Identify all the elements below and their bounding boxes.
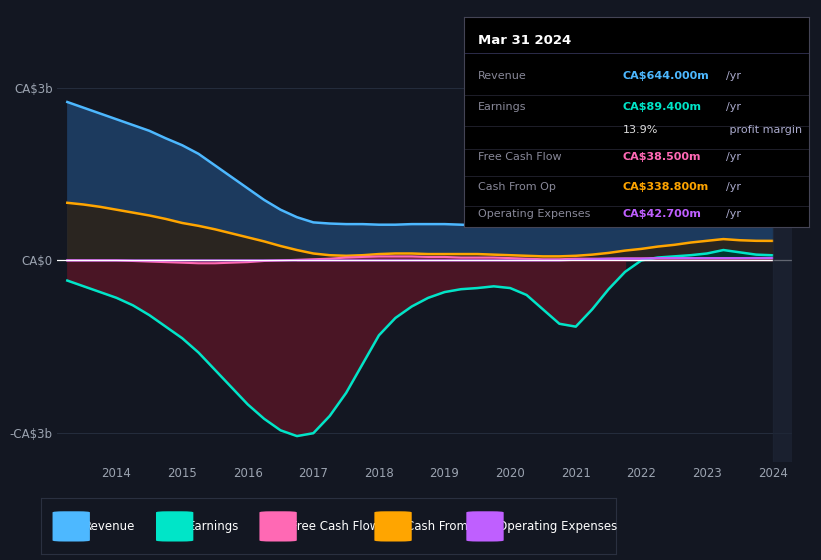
Text: /yr: /yr — [726, 71, 741, 81]
Text: Operating Expenses: Operating Expenses — [498, 520, 617, 533]
Text: /yr: /yr — [726, 182, 741, 192]
Text: Free Cash Flow: Free Cash Flow — [291, 520, 379, 533]
Text: CA$42.700m: CA$42.700m — [622, 209, 701, 219]
Text: Free Cash Flow: Free Cash Flow — [478, 152, 562, 162]
Text: Earnings: Earnings — [188, 520, 239, 533]
Text: /yr: /yr — [726, 152, 741, 162]
Text: profit margin: profit margin — [726, 125, 802, 135]
Text: CA$89.400m: CA$89.400m — [622, 102, 701, 112]
Text: CA$644.000m: CA$644.000m — [622, 71, 709, 81]
Text: Cash From Op: Cash From Op — [478, 182, 556, 192]
FancyBboxPatch shape — [53, 511, 90, 542]
Text: CA$338.800m: CA$338.800m — [622, 182, 709, 192]
Text: Cash From Op: Cash From Op — [406, 520, 488, 533]
FancyBboxPatch shape — [466, 511, 504, 542]
FancyBboxPatch shape — [156, 511, 194, 542]
Text: Operating Expenses: Operating Expenses — [478, 209, 590, 219]
Bar — [773, 59, 792, 462]
Text: Revenue: Revenue — [85, 520, 135, 533]
FancyBboxPatch shape — [259, 511, 297, 542]
FancyBboxPatch shape — [374, 511, 412, 542]
Text: Earnings: Earnings — [478, 102, 526, 112]
Text: Mar 31 2024: Mar 31 2024 — [478, 34, 571, 46]
Text: /yr: /yr — [726, 102, 741, 112]
Text: /yr: /yr — [726, 209, 741, 219]
Text: Revenue: Revenue — [478, 71, 526, 81]
Text: 13.9%: 13.9% — [622, 125, 658, 135]
Text: CA$38.500m: CA$38.500m — [622, 152, 701, 162]
